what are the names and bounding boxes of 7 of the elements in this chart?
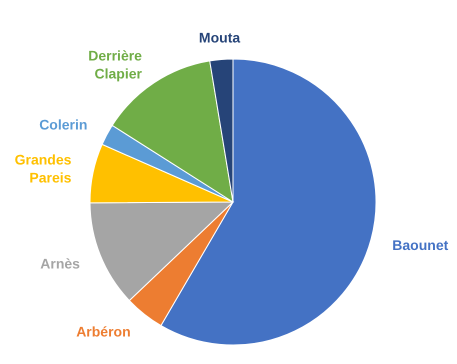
- slice-label: Mouta: [198, 30, 240, 46]
- slice-label: Arbéron: [76, 323, 131, 340]
- slice-label: Baounet: [392, 237, 449, 254]
- slice-label: Colerin: [39, 116, 88, 132]
- slice-label: Derrière Clapier: [88, 47, 143, 82]
- slice-label: Arnès: [40, 256, 80, 272]
- slice-label: Grandes Pareis: [14, 152, 72, 186]
